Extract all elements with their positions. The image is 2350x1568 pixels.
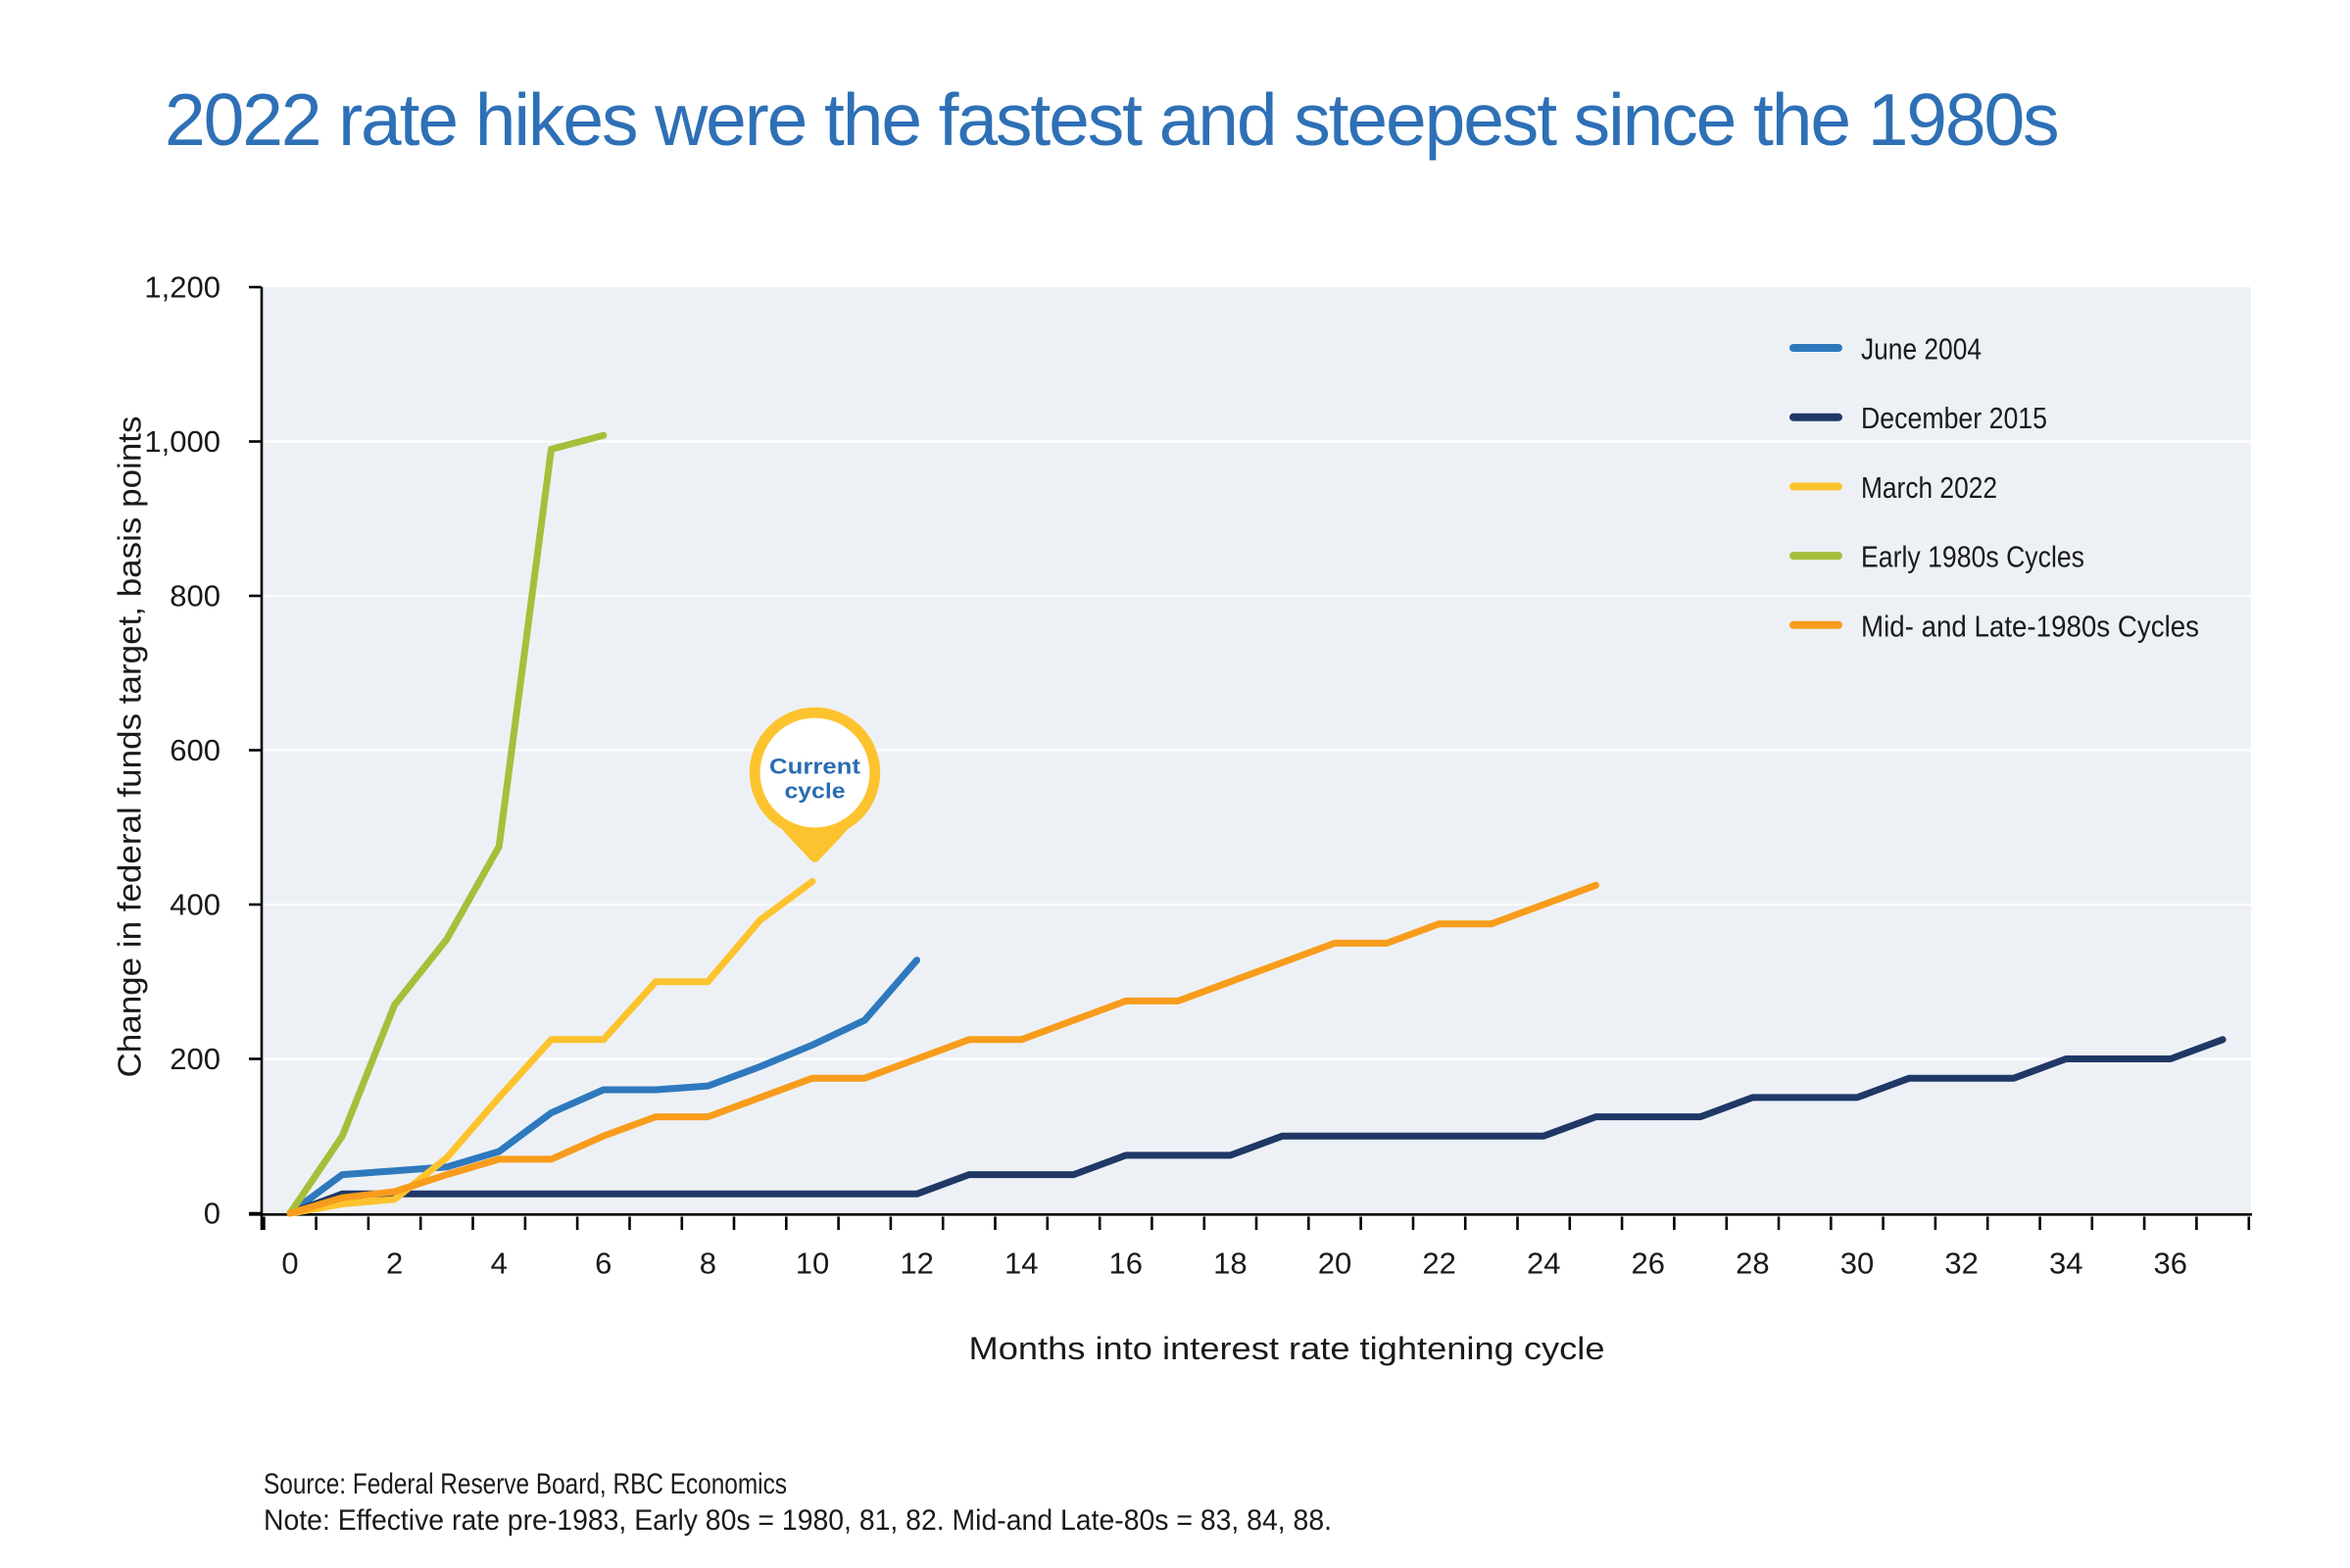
svg-text:18: 18 — [1213, 1247, 1247, 1281]
svg-text:400: 400 — [170, 888, 220, 922]
svg-text:36: 36 — [2154, 1247, 2187, 1281]
svg-text:Change in federal funds target: Change in federal funds target, basis po… — [112, 416, 148, 1078]
svg-text:20: 20 — [1318, 1247, 1351, 1281]
svg-text:8: 8 — [700, 1247, 716, 1281]
svg-text:2022 rate hikes were the faste: 2022 rate hikes were the fastest and ste… — [165, 78, 2058, 161]
svg-text:10: 10 — [796, 1247, 829, 1281]
svg-text:Source: Federal Reserve Board,: Source: Federal Reserve Board, RBC Econo… — [264, 1468, 787, 1500]
svg-text:6: 6 — [595, 1247, 612, 1281]
svg-text:Months into interest rate tigh: Months into interest rate tightening cyc… — [969, 1331, 1605, 1366]
svg-text:Note: Effective rate pre-1983,: Note: Effective rate pre-1983, Early 80s… — [264, 1504, 1332, 1537]
svg-text:26: 26 — [1632, 1247, 1665, 1281]
svg-text:14: 14 — [1004, 1247, 1038, 1281]
svg-text:0: 0 — [204, 1197, 220, 1231]
svg-text:22: 22 — [1422, 1247, 1455, 1281]
svg-text:34: 34 — [2049, 1247, 2082, 1281]
svg-text:24: 24 — [1527, 1247, 1560, 1281]
svg-text:1,000: 1,000 — [144, 424, 220, 459]
svg-text:28: 28 — [1736, 1247, 1769, 1281]
svg-text:12: 12 — [900, 1247, 933, 1281]
svg-text:Current: Current — [769, 755, 861, 779]
svg-text:600: 600 — [170, 733, 220, 767]
svg-text:16: 16 — [1109, 1247, 1143, 1281]
svg-text:March 2022: March 2022 — [1861, 470, 1997, 505]
svg-text:0: 0 — [281, 1247, 298, 1281]
svg-text:800: 800 — [170, 579, 220, 613]
svg-text:32: 32 — [1944, 1247, 1978, 1281]
svg-text:December 2015: December 2015 — [1861, 401, 2047, 435]
svg-text:June 2004: June 2004 — [1861, 332, 1982, 367]
svg-text:2: 2 — [386, 1247, 403, 1281]
svg-text:Mid- and Late-1980s Cycles: Mid- and Late-1980s Cycles — [1861, 609, 2199, 643]
svg-text:1,200: 1,200 — [144, 270, 220, 305]
svg-text:4: 4 — [491, 1247, 508, 1281]
svg-text:Early 1980s Cycles: Early 1980s Cycles — [1861, 540, 2084, 574]
svg-text:30: 30 — [1840, 1247, 1874, 1281]
svg-text:200: 200 — [170, 1042, 220, 1076]
svg-text:cycle: cycle — [785, 779, 846, 804]
